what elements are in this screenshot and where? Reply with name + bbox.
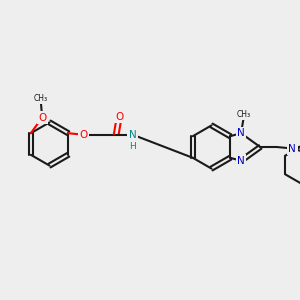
Text: CH₃: CH₃ — [34, 94, 48, 103]
Text: H: H — [129, 142, 136, 151]
Text: CH₃: CH₃ — [237, 110, 251, 119]
Text: N: N — [129, 130, 136, 140]
Text: O: O — [115, 112, 123, 122]
Text: N: N — [237, 156, 245, 166]
Text: O: O — [79, 130, 87, 140]
Text: O: O — [38, 112, 46, 123]
Text: N: N — [237, 128, 245, 138]
Text: N: N — [288, 143, 296, 154]
